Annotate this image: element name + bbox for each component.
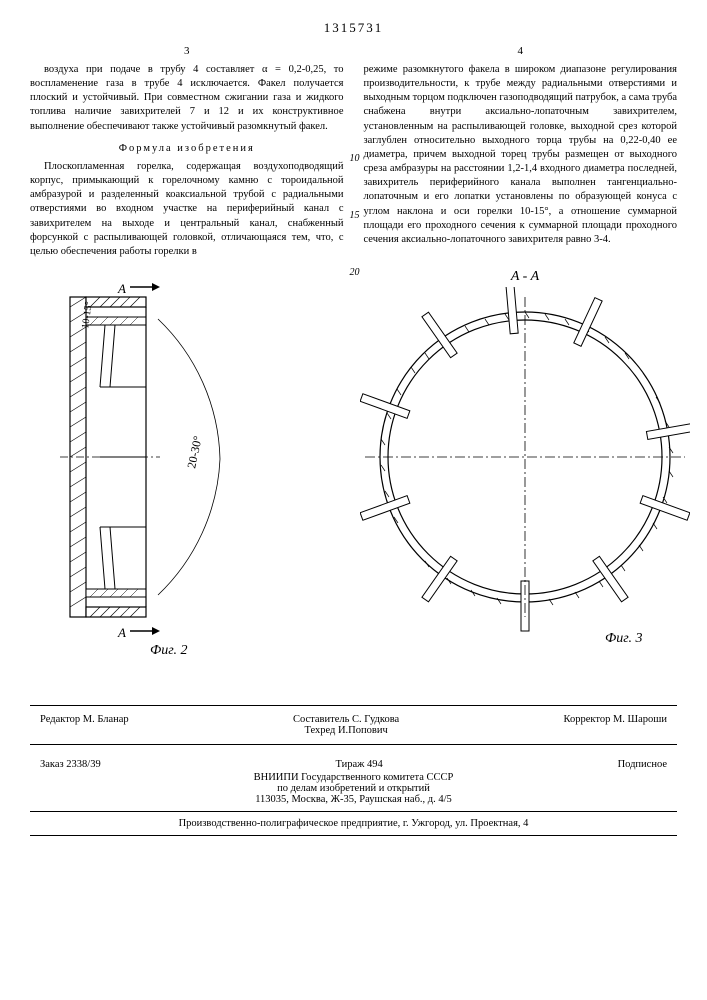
line-num-10: 10	[350, 152, 360, 166]
compiler: Составитель С. Гудкова	[293, 714, 399, 725]
fig3-svg: Фиг. 3	[360, 287, 690, 647]
figure-2: A	[40, 279, 300, 664]
editor: Редактор М. Бланар	[40, 714, 129, 736]
left-para-1: воздуха при подаче в трубу 4 составляет …	[30, 63, 344, 134]
footer-order: Заказ 2338/39 Тираж 494 Подписное ВНИИПИ…	[30, 751, 677, 812]
col-num-right: 4	[364, 44, 678, 59]
line-num-15: 15	[350, 209, 360, 223]
text-columns: 3 воздуха при подаче в трубу 4 составляе…	[30, 44, 677, 259]
circulation: Тираж 494	[335, 759, 382, 770]
figure-3: A - A	[360, 269, 690, 652]
right-column: 4 10 15 20 режиме разомкнутого факела в …	[364, 44, 678, 259]
fig3-section-label: A - A	[360, 269, 690, 285]
patent-number: 1315731	[30, 20, 677, 36]
formula-title: Формула изобретения	[30, 142, 344, 156]
section-a-bottom: A	[117, 625, 126, 640]
org-line-1: ВНИИПИ Государственного комитета СССР	[30, 772, 677, 783]
left-column: 3 воздуха при подаче в трубу 4 составляе…	[30, 44, 344, 259]
fig2-label: Фиг. 2	[150, 643, 188, 658]
col-num-left: 3	[30, 44, 344, 59]
org-line-2: по делам изобретений и открытий	[30, 783, 677, 794]
angle-20-30: 20-30°	[184, 435, 205, 470]
corrector: Корректор М. Шароши	[564, 714, 667, 736]
section-a-top: A	[117, 281, 126, 296]
footer-credits: Редактор М. Бланар Составитель С. Гудков…	[30, 705, 677, 745]
right-para: режиме разомкнутого факела в широком диа…	[364, 63, 678, 247]
fig3-label: Фиг. 3	[605, 631, 643, 646]
tech-editor: Техред И.Попович	[304, 725, 387, 736]
print-line: Производственно-полиграфическое предприя…	[30, 818, 677, 829]
order: Заказ 2338/39	[40, 759, 101, 770]
subscription: Подписное	[618, 759, 667, 770]
footer-print: Производственно-полиграфическое предприя…	[30, 812, 677, 836]
figures-area: A	[30, 269, 677, 679]
fig2-svg: A	[40, 279, 300, 659]
org-line-3: 113035, Москва, Ж-35, Раушская наб., д. …	[30, 794, 677, 805]
left-para-2: Плоскопламенная горелка, содержащая возд…	[30, 160, 344, 259]
